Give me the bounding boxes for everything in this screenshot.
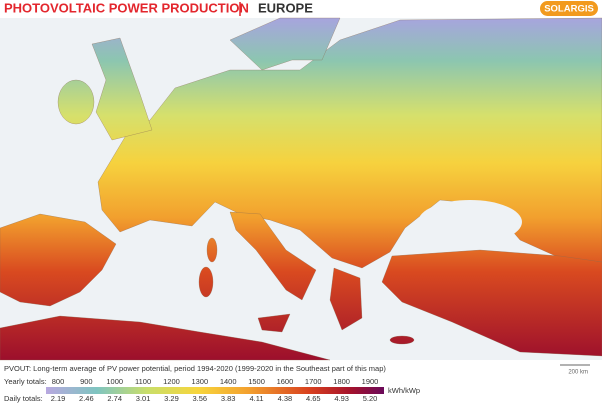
yearly-value: 1300 bbox=[191, 377, 208, 386]
daily-value: 2.74 bbox=[107, 394, 122, 403]
daily-value: 5.20 bbox=[363, 394, 378, 403]
yearly-label: Yearly totals: bbox=[4, 377, 47, 386]
region: EUROPE bbox=[258, 0, 313, 15]
yearly-value: 1900 bbox=[362, 377, 379, 386]
yearly-value: 1400 bbox=[220, 377, 237, 386]
daily-value: 4.65 bbox=[306, 394, 321, 403]
yearly-value: 800 bbox=[52, 377, 65, 386]
legend-values: 800 900 1000 1100 1200 1300 1400 1500 1600 1700 18… bbox=[51, 377, 379, 403]
yearly-value: 900 bbox=[80, 377, 93, 386]
daily-value: 3.29 bbox=[164, 394, 179, 403]
daily-value: 2.19 bbox=[51, 394, 66, 403]
yearly-value: 1600 bbox=[277, 377, 294, 386]
black-sea bbox=[418, 200, 522, 244]
daily-value: 4.93 bbox=[334, 394, 349, 403]
daily-value: 4.38 bbox=[278, 394, 293, 403]
header bbox=[0, 0, 602, 18]
title: PHOTOVOLTAIC POWER PRODUCTION bbox=[4, 0, 249, 15]
color-bar bbox=[46, 387, 384, 394]
daily-value: 2.46 bbox=[79, 394, 94, 403]
unit: kWh/kWp bbox=[388, 386, 420, 395]
yearly-value: 1100 bbox=[135, 377, 151, 386]
yearly-value: 1000 bbox=[106, 377, 123, 386]
legend-caption: PVOUT: Long-term average of PV power pot… bbox=[4, 364, 386, 373]
brand-badge bbox=[540, 1, 598, 16]
brand: SOLARGIS bbox=[544, 4, 594, 15]
land bbox=[0, 17, 602, 361]
scale-label: 200 km bbox=[568, 370, 588, 376]
yearly-value: 1700 bbox=[305, 377, 322, 386]
yearly-value: 1200 bbox=[163, 377, 180, 386]
map: 200 km bbox=[0, 17, 602, 376]
daily-value: 3.56 bbox=[193, 394, 208, 403]
daily-label: Daily totals: bbox=[4, 394, 43, 403]
daily-value: 3.83 bbox=[221, 394, 236, 403]
yearly-value: 1800 bbox=[333, 377, 350, 386]
yearly-value: 1500 bbox=[248, 377, 265, 386]
daily-value: 4.11 bbox=[250, 394, 264, 403]
daily-value: 3.01 bbox=[136, 394, 151, 403]
